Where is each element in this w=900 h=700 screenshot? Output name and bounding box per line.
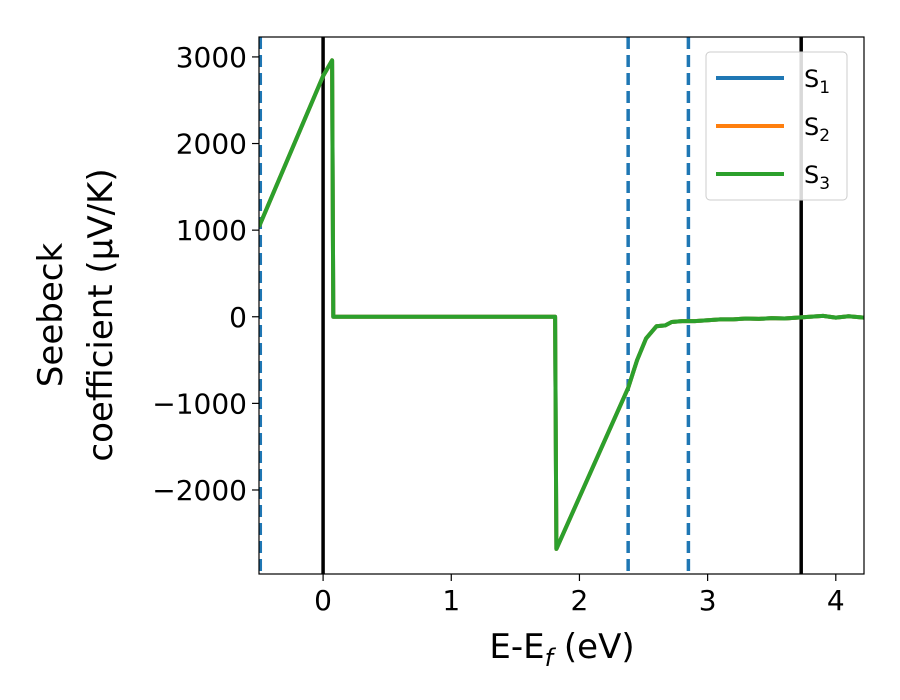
- x-tick-label-2: 2: [571, 584, 589, 617]
- legend-label-S3: S3: [804, 161, 830, 194]
- y-tick-label-3000: 3000: [176, 41, 247, 74]
- series-line-S3: [259, 58, 864, 551]
- legend-label-S2: S2: [804, 113, 830, 146]
- y-tick-label--1000: −1000: [152, 387, 247, 420]
- y-axis-label-line2: coefficient (μV/K): [81, 168, 121, 461]
- y-tick-label-1000: 1000: [176, 214, 247, 247]
- x-axis-label-unit: (eV): [553, 627, 635, 667]
- plot-frame: [258, 36, 865, 575]
- y-tick-label-0: 0: [229, 301, 247, 334]
- y-axis-label-line1: Seebeck: [31, 243, 71, 388]
- legend-label-S1: S1: [804, 65, 830, 98]
- y-tick-label--2000: −2000: [152, 474, 247, 507]
- x-axis-label: E-Ef (eV): [489, 627, 634, 672]
- legend: S1 S2 S3: [705, 51, 848, 201]
- axes: 0 1 2 3 4 3000 2000 1000 0 −1000 −2000: [152, 36, 865, 617]
- y-axis-label: Seebeck coefficient (μV/K): [31, 168, 121, 461]
- x-tick-label-4: 4: [827, 584, 845, 617]
- y-tick-label-2000: 2000: [176, 128, 247, 161]
- x-tick-label-1: 1: [442, 584, 460, 617]
- x-tick-label-0: 0: [314, 584, 332, 617]
- x-tick-label-3: 3: [699, 584, 717, 617]
